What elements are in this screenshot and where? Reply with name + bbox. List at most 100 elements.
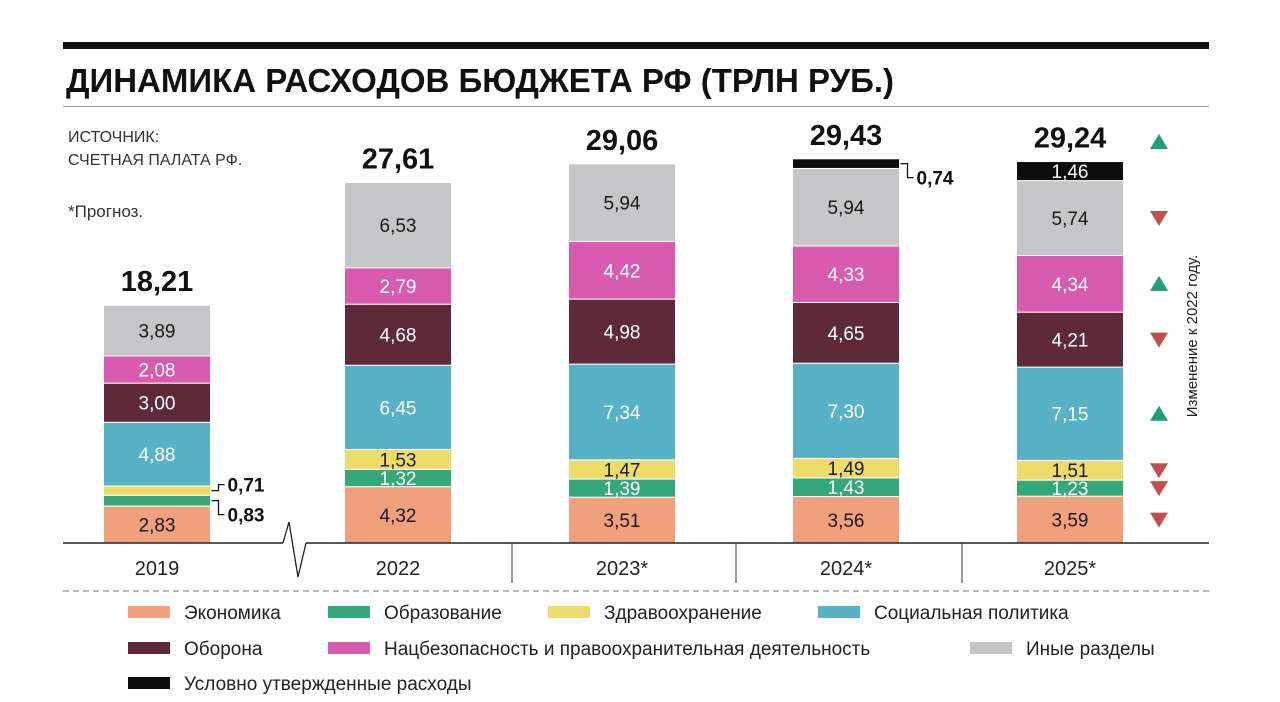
bar-segment-оборона-2023 [568, 298, 676, 365]
axis-break-mark [282, 521, 307, 578]
legend-label-социальная-политика: Социальная политика [874, 603, 1069, 624]
segment-label-экономика-2019: 2,83 [139, 516, 176, 537]
bar-segment-экономика-2019 [103, 505, 211, 544]
plot-area: 18,21 27,61 29,06 29,43 29,24 2,83 4,88 3,00 2,0… [63, 120, 1209, 592]
legend-label-образование: Образование [384, 603, 502, 624]
x-tick-label-2024: 2024* [820, 558, 872, 580]
bar-total-label-2019: 18,21 [121, 266, 194, 298]
legend-swatch-оборона [128, 642, 170, 654]
legend-swatch-нацбезопасность-и-правоохранительная-деятельность [328, 642, 370, 654]
legend: Экономика Образование Здравоохранение Социа… [128, 603, 1155, 695]
bar-total-label-2024: 29,43 [810, 120, 883, 152]
segment-label-иные-разделы-2022: 6,53 [380, 216, 417, 237]
segment-label-нацбезопасность-и-правоохранительная-деятельность-2019: 2,08 [139, 361, 176, 382]
legend-swatch-условно-утвержденные-расходы [128, 677, 170, 689]
bar-segment-иные-разделы-2024 [792, 167, 900, 247]
segment-label-социальная-политика-2022: 6,45 [380, 398, 417, 419]
segment-label-иные-разделы-2025: 5,74 [1052, 209, 1089, 230]
x-tick-label-2019: 2019 [135, 558, 180, 580]
legend-swatch-здравоохранение [548, 606, 590, 618]
bar-segment-экономика-2025 [1016, 495, 1124, 544]
bar-segment-иные-разделы-2022 [344, 182, 452, 269]
segment-label-оборона-2023: 4,98 [604, 323, 641, 344]
bar-segment-экономика-2022 [344, 486, 452, 544]
bar-segment-экономика-2024 [792, 496, 900, 544]
bar-total-label-2025: 29,24 [1034, 123, 1107, 155]
legend-label-нацбезопасность-и-правоохранительная-деятельность: Нацбезопасность и правоохранительная дея… [384, 639, 870, 660]
bar-segment-социальная-политика-2022 [344, 364, 452, 450]
legend-label-условно-утвержденные-расходы: Условно утвержденные расходы [184, 674, 471, 695]
bar-total-label-2022: 27,61 [362, 144, 435, 176]
bar-segment-социальная-политика-2023 [568, 363, 676, 461]
bar-segment-оборона-2024 [792, 301, 900, 364]
change-down-arrow-icon-оборона [1150, 332, 1168, 348]
segment-label-нацбезопасность-и-правоохранительная-деятельность-2025: 4,34 [1052, 275, 1089, 296]
segment-label-нацбезопасность-и-правоохранительная-деятельность-2023: 4,42 [604, 261, 641, 282]
segment-label-здравоохранение-2024: 1,49 [828, 459, 865, 480]
segment-label-нацбезопасность-и-правоохранительная-деятельность-2024: 4,33 [828, 265, 865, 286]
segment-label-оборона-2022: 4,68 [380, 326, 417, 347]
change-up-arrow-icon-всего [1150, 134, 1168, 149]
bar-segment-оборона-2022 [344, 303, 452, 366]
segment-label-иные-разделы-2023: 5,94 [604, 194, 641, 215]
bar-segment-здравоохранение-2019 [103, 485, 211, 496]
segment-label-образование-2023: 1,39 [604, 479, 641, 500]
legend-swatch-социальная-политика [818, 606, 860, 618]
x-tick-label-2022: 2022 [376, 558, 421, 580]
segment-label-иные-разделы-2024: 5,94 [828, 198, 865, 219]
legend-swatch-иные-разделы [970, 642, 1012, 654]
segment-label-оборона-2025: 4,21 [1052, 331, 1089, 352]
legend-swatch-экономика [128, 606, 170, 618]
change-up-arrow-icon-нацбезопасность-и-правоохранительная-деятельность [1150, 275, 1168, 291]
change-down-arrow-icon-иные-разделы [1150, 211, 1168, 227]
bar-segment-нацбезопасность-и-правоохранительная-деятельность-2025 [1016, 255, 1124, 313]
source-label: ИСТОЧНИК: [68, 129, 159, 146]
segment-label-экономика-2025: 3,59 [1052, 511, 1089, 532]
segment-label-условно-утвержденные-расходы-2025: 1,46 [1052, 162, 1089, 183]
source-name: СЧЕТНАЯ ПАЛАТА РФ. [68, 152, 242, 169]
segment-label-социальная-политика-2025: 7,15 [1052, 405, 1089, 426]
bar-segment-социальная-политика-2025 [1016, 366, 1124, 461]
legend-label-иные-разделы: Иные разделы [1026, 639, 1155, 660]
forecast-footnote: *Прогноз. [68, 202, 143, 221]
legend-label-оборона: Оборона [184, 639, 263, 660]
bar-segment-условно-утвержденные-расходы-2025 [1016, 161, 1124, 182]
legend-label-здравоохранение: Здравоохранение [604, 603, 762, 624]
segment-label-социальная-политика-2024: 7,30 [828, 402, 865, 423]
bar-segment-экономика-2023 [568, 496, 676, 544]
bar-segment-иные-разделы-2025 [1016, 180, 1124, 257]
leader-line-образование-2019 [211, 500, 225, 516]
x-tick-label-2025: 2025* [1044, 558, 1096, 580]
bar-total-label-2023: 29,06 [586, 125, 659, 157]
bar-segment-нацбезопасность-и-правоохранительная-деятельность-2023 [568, 240, 676, 300]
legend-swatch-образование [328, 606, 370, 618]
top-rule [63, 42, 1209, 49]
bar-segment-социальная-политика-2024 [792, 362, 900, 459]
bar-segment-образование-2019 [103, 494, 211, 507]
bar-segment-нацбезопасность-и-правоохранительная-деятельность-2024 [792, 245, 900, 303]
segment-label-экономика-2024: 3,56 [828, 511, 865, 532]
bar-segment-социальная-политика-2019 [103, 421, 211, 487]
segment-label-социальная-политика-2023: 7,34 [604, 403, 641, 424]
segment-label-образование-2024: 1,43 [828, 478, 865, 499]
segment-label-здравоохранение-2025: 1,51 [1052, 461, 1089, 482]
bar-segment-условно-утвержденные-расходы-2024 [792, 158, 900, 169]
segment-label-образование-2025: 1,23 [1052, 479, 1089, 500]
chart-title: ДИНАМИКА РАСХОДОВ БЮДЖЕТА РФ (ТРЛН РУБ.) [66, 62, 894, 99]
segment-label-экономика-2023: 3,51 [604, 511, 641, 532]
bar-segment-иные-разделы-2019 [103, 304, 211, 357]
segment-label-оборона-2024: 4,65 [828, 324, 865, 345]
segment-label-здравоохранение-2023: 1,47 [604, 460, 641, 481]
leader-line-здравоохранение-2019 [211, 483, 225, 492]
external-label-здравоохранение-2019: 0,71 [228, 476, 265, 497]
segment-label-экономика-2022: 4,32 [380, 506, 417, 527]
change-down-arrow-icon-образование [1150, 481, 1168, 497]
bar-segment-иные-разделы-2023 [568, 163, 676, 242]
segment-label-здравоохранение-2022: 1,53 [380, 450, 417, 471]
segment-label-образование-2022: 1,32 [380, 469, 417, 490]
segment-label-социальная-политика-2019: 4,88 [139, 445, 176, 466]
legend-label-экономика: Экономика [184, 603, 281, 624]
segment-label-нацбезопасность-и-правоохранительная-деятельность-2022: 2,79 [380, 277, 417, 298]
title-underline [63, 106, 1209, 107]
